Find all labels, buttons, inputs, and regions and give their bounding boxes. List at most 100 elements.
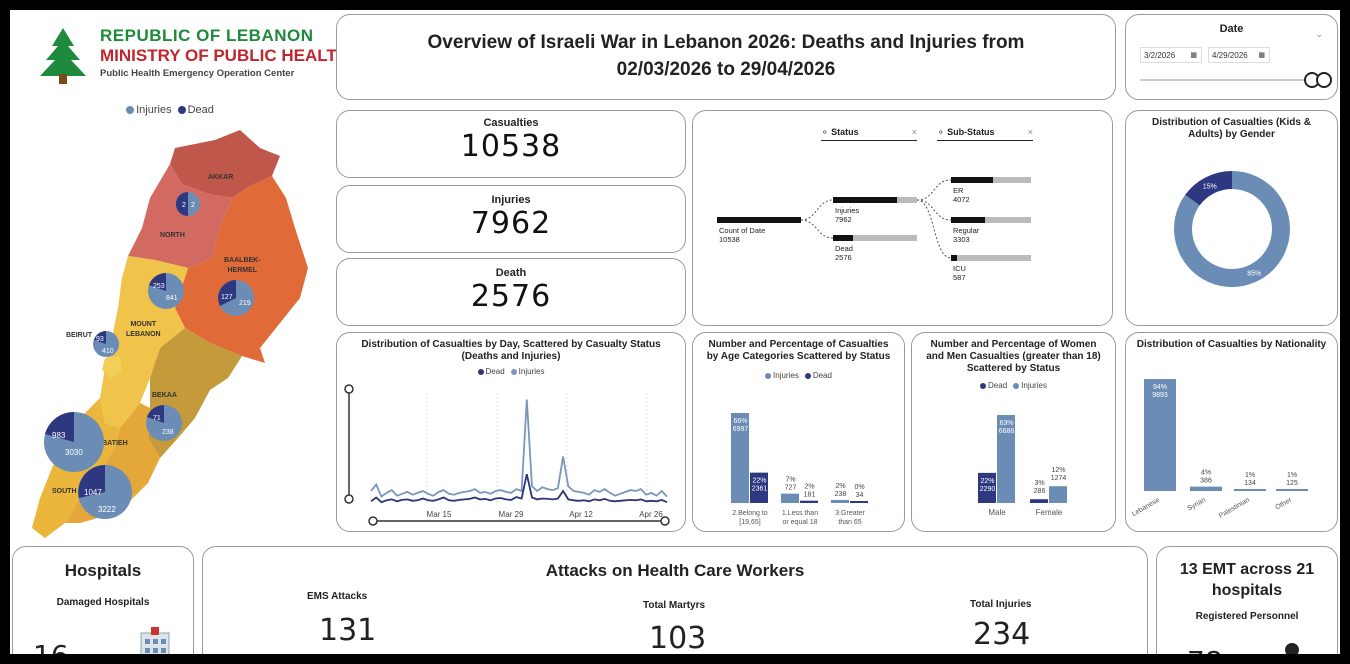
age-bar-dead <box>800 500 818 503</box>
tree-node-root[interactable]: Count of Date 10538 <box>719 226 766 244</box>
close-icon[interactable]: × <box>911 127 917 137</box>
vertical-slider-handle-top[interactable] <box>344 384 354 394</box>
label-bekaa: BEKAA <box>152 392 177 399</box>
nationality-chart-card: Distribution of Casualties by Nationalit… <box>1125 332 1338 532</box>
nationality-bar <box>1276 489 1308 491</box>
daily-line-chart: Mar 15 Mar 29 Apr 12 Apr 26 <box>344 384 670 526</box>
page-title: Overview of Israeli War in Lebanon 2026:… <box>427 32 1025 80</box>
adult-bar-pct: 12% <box>1051 467 1065 474</box>
age-bar-value: 34 <box>856 492 864 499</box>
ministry-logo: REPUBLIC OF LEBANON MINISTRY OF PUBLIC H… <box>28 20 349 90</box>
date-start-field[interactable]: 3/2/2026 ▦ <box>1140 47 1202 63</box>
series-line-injuries <box>370 399 668 498</box>
legend-injuries: Injuries <box>136 104 172 116</box>
label-beirut: BEIRUT <box>66 332 93 339</box>
label-south: SOUTH <box>52 488 77 495</box>
label-north: NORTH <box>160 232 185 239</box>
close-icon[interactable]: × <box>1027 127 1033 137</box>
registered-personnel-label: Registered Personnel <box>1195 611 1299 622</box>
pie-south[interactable]: 983 3030 <box>44 411 104 472</box>
nationality-pct: 94% <box>1153 384 1167 391</box>
horizontal-slider-handle-right[interactable] <box>660 516 670 526</box>
region-baalbek[interactable] <box>175 176 308 363</box>
nationality-category-label: Lebanese <box>1131 497 1161 518</box>
adult-bar-pct: 63% <box>999 420 1013 427</box>
tree-node-icu[interactable]: ICU 587 <box>953 264 966 282</box>
adult-gender-bar-chart: 22%2290 63%6688 Male 3%286 12%1274 Female <box>978 415 1067 517</box>
age-category-label: than 65 <box>838 519 861 526</box>
nationality-value: 9893 <box>1152 392 1168 399</box>
injuries-value: 7962 <box>470 206 552 241</box>
casualties-value: 10538 <box>460 129 562 164</box>
date-slider-track[interactable] <box>1140 79 1310 81</box>
region-beirut[interactable] <box>102 356 122 378</box>
date-slider-handle-end[interactable] <box>1316 72 1332 88</box>
hospitals-title: Hospitals <box>64 561 142 580</box>
donut-slice-label: 15% <box>1203 183 1217 190</box>
age-category-label: or equal 18 <box>782 519 817 526</box>
logo-line3: Public Health Emergency Operation Center <box>100 68 295 79</box>
damaged-hospitals-label: Damaged Hospitals <box>56 597 150 608</box>
age-bar-value: 181 <box>804 492 816 499</box>
pie-bekaa[interactable]: 71 238 <box>146 404 182 441</box>
nationality-chart-title: Distribution of Casualties by Nationalit… <box>1136 339 1327 350</box>
svg-text:219: 219 <box>239 300 251 307</box>
death-value: 2576 <box>470 279 552 314</box>
age-chart-title: Number and Percentage of Casualties by A… <box>706 339 891 362</box>
region-akkar[interactable] <box>170 130 280 198</box>
total-injuries-label: Total Injuries <box>970 599 1032 610</box>
svg-text:71: 71 <box>153 415 161 422</box>
age-bar-injuries <box>831 499 849 503</box>
daily-line-plot: Mar 15 Mar 29 Apr 12 Apr 26 <box>370 393 668 519</box>
vertical-slider-handle-bottom[interactable] <box>344 494 354 504</box>
total-martyrs-label: Total Martyrs <box>643 600 706 611</box>
nationality-pct: 1% <box>1287 472 1297 479</box>
tree-node-injuries[interactable]: Injuries 7962 <box>835 206 860 224</box>
donut-slice <box>1185 171 1232 206</box>
tree-node-dead[interactable]: Dead 2576 <box>835 244 853 262</box>
dashboard: REPUBLIC OF LEBANON MINISTRY OF PUBLIC H… <box>10 10 1340 654</box>
svg-text:1047: 1047 <box>84 488 102 497</box>
status-header[interactable]: ⚬ Status × <box>821 127 917 141</box>
daily-chart-legend: Dead Injuries <box>337 367 685 376</box>
calendar-icon[interactable]: ▦ <box>1190 52 1197 59</box>
horizontal-slider-handle-left[interactable] <box>368 516 378 526</box>
pie-north[interactable]: 2 2 <box>176 192 200 216</box>
date-end-field[interactable]: 4/29/2026 ▦ <box>1208 47 1270 63</box>
age-category-label: [19,65] <box>739 519 760 526</box>
injuries-card: Injuries 7962 <box>336 185 686 253</box>
attacks-title: Attacks on Health Care Workers <box>545 561 805 580</box>
nationality-category-label: Palestinian <box>1218 497 1251 520</box>
pie-baalbek[interactable]: 127 219 <box>218 280 254 316</box>
region-north[interactable] <box>128 164 232 268</box>
age-bar-value: 6997 <box>733 426 749 433</box>
label-nabatieh: NABATIEH <box>92 440 128 447</box>
death-card: Death 2576 <box>336 258 686 326</box>
age-bar-pct: 2% <box>804 484 814 491</box>
age-category-label: 1.Less than <box>782 510 818 517</box>
ems-attacks-label: EMS Attacks <box>307 591 368 602</box>
donut-slice <box>1174 171 1291 287</box>
pie-nabatieh[interactable]: 1047 3222 <box>78 465 132 519</box>
age-bar-pct: 66% <box>733 418 747 425</box>
chevron-down-icon[interactable]: ⌄ <box>1315 29 1323 39</box>
hospitals-card: Hospitals Damaged Hospitals 16 <box>12 546 194 654</box>
calendar-icon[interactable]: ▦ <box>1258 52 1265 59</box>
pie-mount-lebanon[interactable]: 253 841 <box>148 273 184 309</box>
svg-text:253: 253 <box>153 283 165 290</box>
tree-node-er[interactable]: ER 4072 <box>953 186 970 204</box>
casualties-label: Casualties <box>483 117 539 129</box>
age-bar-value: 238 <box>835 491 847 498</box>
tree-connectors <box>717 177 1031 261</box>
pie-beirut[interactable]: 93 410 <box>93 331 119 357</box>
x-tick-label: Mar 29 <box>499 510 524 519</box>
map-legend: Injuries Dead <box>110 104 230 116</box>
adult-bar-injuries <box>1049 486 1067 503</box>
adult-category-label: Female <box>1036 508 1063 517</box>
sub-status-header[interactable]: ⚬ Sub-Status × <box>937 127 1033 141</box>
total-injuries-value: 234 <box>973 617 1031 652</box>
age-bar-pct: 22% <box>752 478 766 485</box>
series-line-dead <box>370 474 668 504</box>
nationality-pct: 1% <box>1245 472 1255 479</box>
tree-node-regular[interactable]: Regular 3303 <box>953 226 980 244</box>
